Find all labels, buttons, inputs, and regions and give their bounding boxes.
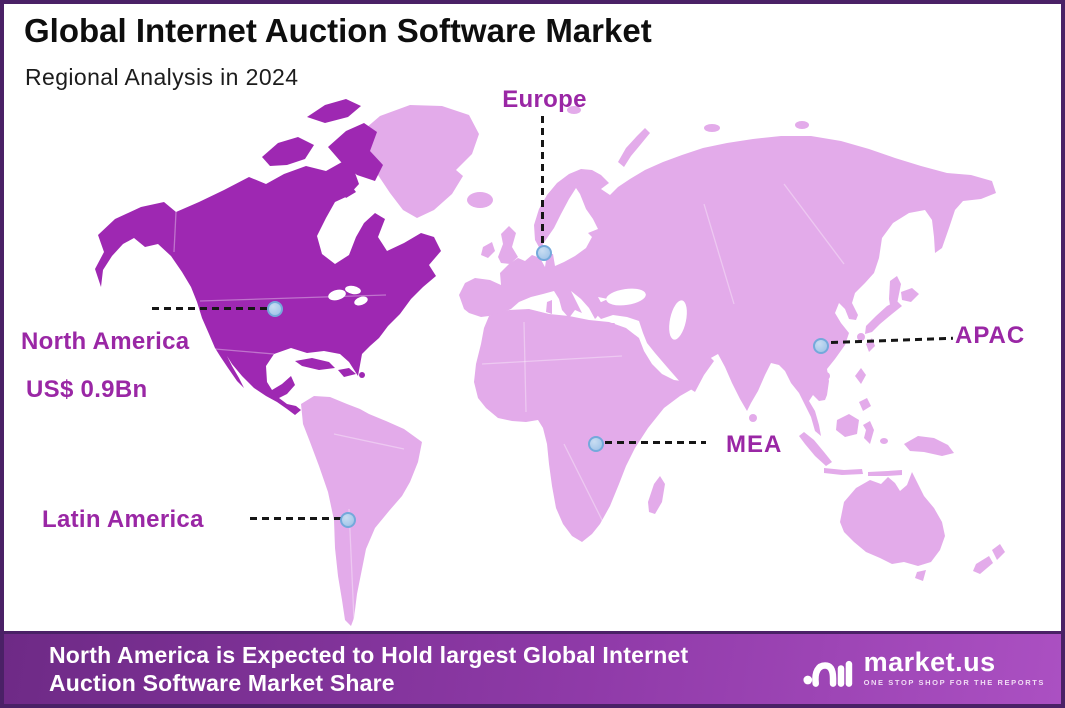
philippines-mindanao	[859, 398, 871, 411]
svalbard	[567, 106, 581, 114]
banner-message-line1: North America is Expected to Hold larges…	[49, 642, 689, 668]
southampton-island	[340, 184, 356, 198]
latin-america-marker	[340, 512, 356, 528]
banner-message: North America is Expected to Hold larges…	[49, 641, 688, 697]
tasmania	[915, 570, 926, 581]
madagascar	[648, 476, 665, 514]
brand-logo: market.us ONE STOP SHOP FOR THE REPORTS	[802, 644, 1045, 690]
footer-banner: North America is Expected to Hold larges…	[4, 631, 1061, 704]
hainan	[822, 372, 830, 380]
mea-leader-line	[605, 441, 706, 444]
south-america	[301, 396, 422, 626]
latin-america-label: Latin America	[42, 506, 204, 533]
apac-marker	[813, 338, 829, 354]
baffin-island	[328, 123, 383, 181]
hispaniola	[338, 368, 356, 377]
java	[824, 468, 863, 475]
europe-label: Europe	[502, 86, 587, 113]
ireland	[481, 242, 495, 258]
north-america-marker	[267, 301, 283, 317]
north-america-value: US$ 0.9Bn	[26, 376, 148, 403]
novaya-zemlya	[618, 128, 650, 167]
united-kingdom	[498, 226, 518, 264]
iceland	[467, 192, 493, 208]
lesser-sunda	[868, 470, 902, 476]
europe-marker	[536, 245, 552, 261]
africa	[474, 309, 694, 542]
banner-message-line2: Auction Software Market Share	[49, 670, 395, 696]
north-america-leader-line	[152, 307, 268, 310]
marketus-logo-icon	[803, 660, 852, 687]
page-subtitle: Regional Analysis in 2024	[25, 64, 299, 90]
new-zealand-south	[973, 556, 993, 574]
moluccas	[880, 438, 888, 444]
new-guinea	[904, 436, 954, 456]
sri-lanka	[749, 414, 757, 422]
victoria-banks-islands	[262, 137, 314, 166]
apac-label: APAC	[955, 322, 1026, 349]
north-america-mainland	[95, 162, 441, 415]
brand-name: market.us	[863, 646, 996, 677]
world-map	[95, 99, 1005, 626]
latin-america-leader-line	[250, 517, 342, 520]
borneo	[836, 414, 859, 437]
mea-marker	[588, 436, 604, 452]
eurasia	[459, 136, 996, 436]
puerto-rico	[359, 372, 365, 378]
sulawesi	[863, 421, 874, 444]
ellesmere-island	[307, 99, 361, 123]
japan-honshu	[865, 301, 902, 334]
japan-hokkaido	[901, 288, 919, 302]
arctic-island-2	[795, 121, 809, 129]
sumatra	[799, 432, 832, 466]
base-regions	[301, 105, 1005, 626]
new-zealand-north	[992, 544, 1005, 560]
brand-tagline: ONE STOP SHOP FOR THE REPORTS	[863, 677, 1045, 687]
brand-text: market.us ONE STOP SHOP FOR THE REPORTS	[864, 648, 1045, 687]
europe-leader-line	[541, 116, 544, 249]
cuba	[295, 358, 335, 370]
australia	[840, 472, 945, 566]
sardinia	[546, 300, 552, 314]
mea-label: MEA	[726, 431, 783, 458]
arctic-island-1	[704, 124, 720, 132]
inland-water	[328, 227, 687, 340]
north-america-region	[95, 99, 441, 415]
north-america-label: North America	[21, 328, 190, 355]
page-title: Global Internet Auction Software Market	[24, 12, 652, 49]
philippines-luzon	[855, 368, 866, 384]
sakhalin	[889, 276, 901, 311]
greenland	[359, 105, 479, 218]
